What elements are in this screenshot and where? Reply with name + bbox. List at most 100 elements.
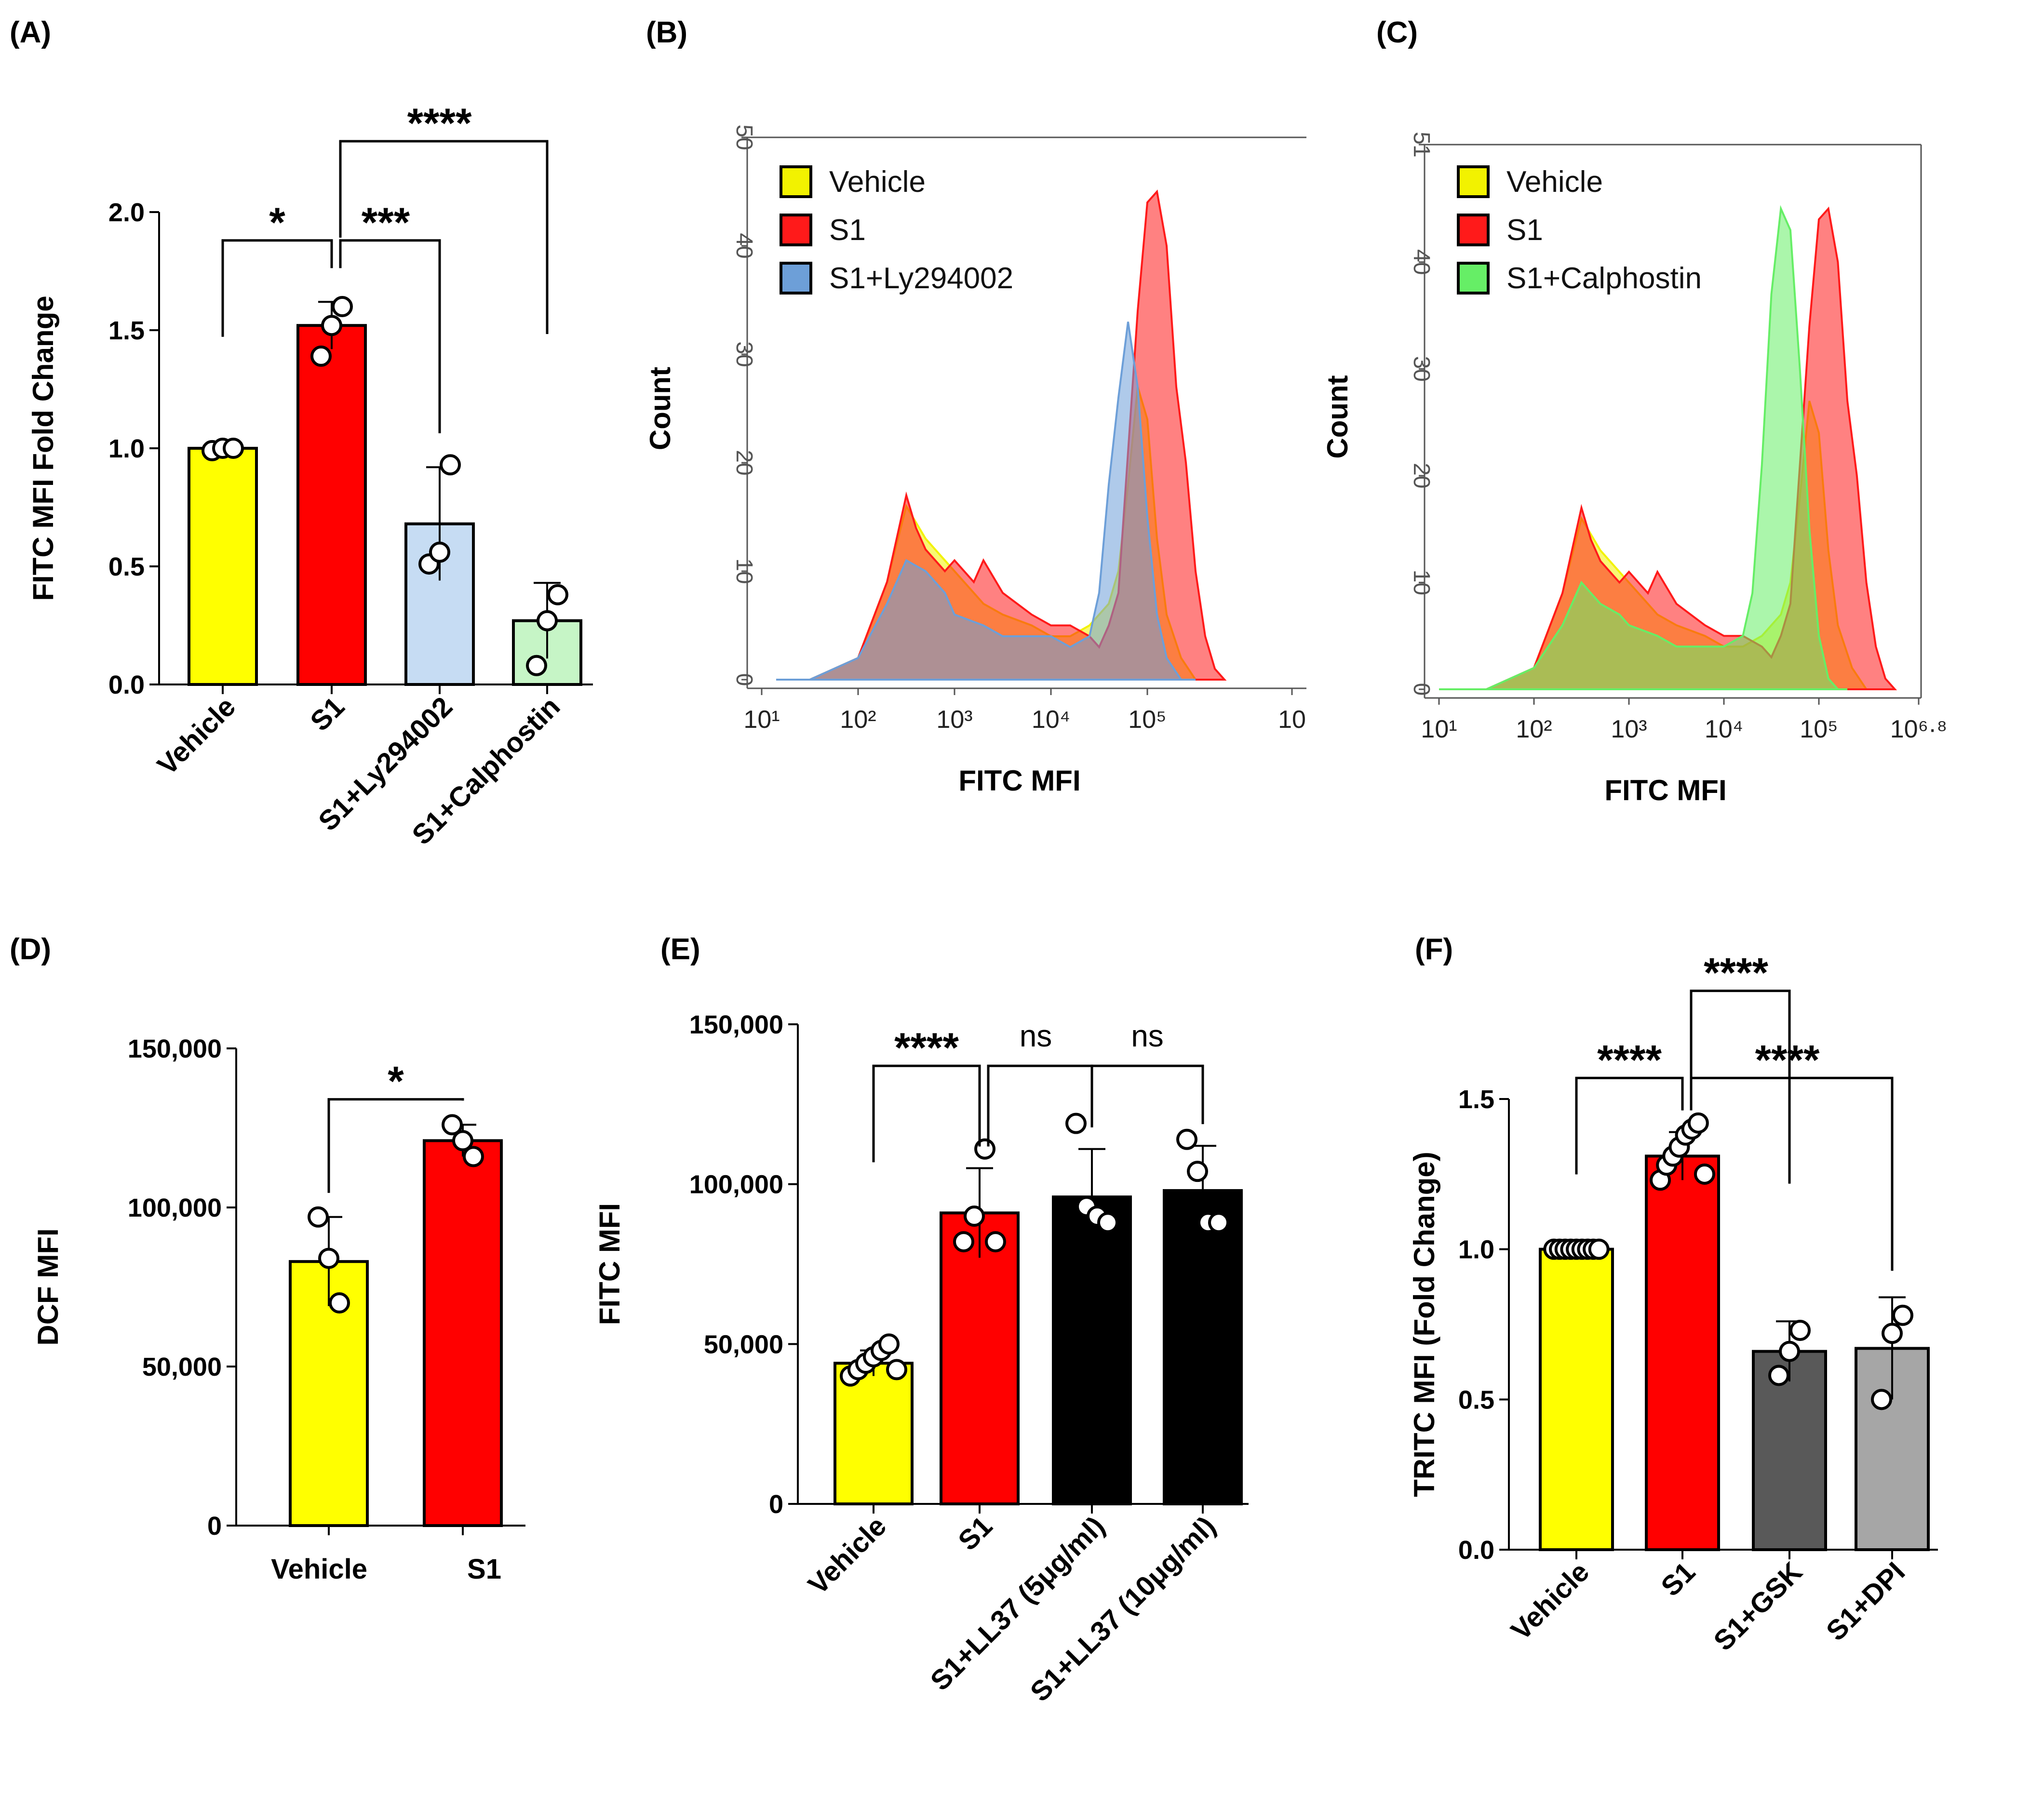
- x-tick-label: S1+DPI: [1820, 1556, 1911, 1647]
- significance-bracket: [339, 140, 549, 334]
- y-tick-label: 50: [731, 124, 757, 150]
- y-axis-title: Count: [1321, 375, 1354, 458]
- x-tick-label: Vehicle: [802, 1510, 892, 1600]
- data-point: [318, 1247, 339, 1269]
- x-tick-label: 10²: [840, 706, 876, 734]
- x-tick-label: S1: [952, 1510, 998, 1556]
- x-axis-title: FITC MFI: [958, 764, 1080, 797]
- x-tick-label: 10³: [1611, 715, 1647, 743]
- y-tick-label: 0.5: [1458, 1385, 1494, 1414]
- legend-swatch: [780, 262, 812, 295]
- y-tick-label: 51: [1409, 132, 1434, 157]
- panel-label-d: (D): [10, 933, 51, 966]
- data-point: [1694, 1163, 1715, 1185]
- x-tick-label: 10: [1278, 706, 1306, 734]
- data-point: [953, 1231, 974, 1253]
- y-axis-title: FITC MFI Fold Change: [27, 295, 59, 601]
- data-point: [1779, 1340, 1800, 1362]
- legend-label: Vehicle: [1506, 165, 1603, 199]
- x-tick-label: S1+LL37 (10μg/ml): [1024, 1510, 1222, 1708]
- significance-bracket: [1690, 1076, 1894, 1271]
- histogram-areas: [776, 189, 1227, 681]
- y-tick-label: 0.0: [108, 670, 145, 699]
- panel-label-f: (F): [1415, 933, 1453, 966]
- bar-1: [940, 1211, 1020, 1506]
- data-point: [1065, 1112, 1087, 1134]
- legend-swatch: [1457, 262, 1490, 295]
- significance-label: ****: [407, 100, 472, 147]
- data-point: [547, 584, 568, 605]
- significance-label: *: [388, 1059, 404, 1105]
- y-tick-label: 0.0: [1458, 1536, 1494, 1565]
- x-tick-label: S1: [467, 1554, 501, 1585]
- y-tick-label: 10: [731, 558, 757, 584]
- y-tick-label: 20: [731, 450, 757, 475]
- panel-label-b: (B): [646, 16, 687, 49]
- data-point: [442, 1114, 463, 1136]
- y-tick-label: 30: [731, 341, 757, 367]
- significance-label: *: [269, 200, 285, 246]
- significance-label: ****: [894, 1025, 959, 1071]
- y-tick-label: 0: [731, 673, 757, 686]
- significance-bracket: [987, 1064, 1093, 1147]
- data-point: [526, 655, 547, 676]
- histogram-s1-calphostin: [1439, 205, 1848, 690]
- legend-swatch: [1457, 214, 1490, 246]
- data-point: [310, 345, 332, 367]
- significance-bracket: [1090, 1064, 1204, 1127]
- bar-0: [1539, 1247, 1614, 1552]
- x-tick-label: Vehicle: [1505, 1556, 1595, 1646]
- x-tick-label: 10¹: [743, 706, 780, 734]
- data-point: [452, 1130, 473, 1152]
- significance-label: ns: [1131, 1019, 1164, 1053]
- y-tick-label: 10: [1409, 570, 1434, 595]
- y-tick-label: 20: [1409, 463, 1434, 488]
- bar-0: [188, 447, 258, 686]
- significance-label: ***: [362, 200, 410, 246]
- x-tick-label: 10³: [936, 706, 972, 734]
- x-tick-label: Vehicle: [151, 691, 242, 781]
- significance-bracket: [1575, 1076, 1684, 1175]
- y-axis-title: DCF MFI: [32, 1228, 64, 1345]
- y-tick-label: 30: [1409, 356, 1434, 382]
- y-axis-title: FITC MFI: [593, 1203, 626, 1325]
- y-tick-label: 0: [769, 1490, 783, 1519]
- x-tick-label: S1+GSK: [1708, 1556, 1808, 1657]
- bar-0: [834, 1362, 914, 1505]
- panel-c-histogram: 0 10 20 30 40 51 10¹ 10² 10³ 10⁴ 10⁵ 10⁶·⁸ FITC MFI C…: [1321, 132, 1947, 806]
- panel-label-c: (C): [1376, 16, 1418, 49]
- data-point: [886, 1359, 907, 1381]
- significance-label: ****: [1597, 1037, 1662, 1083]
- data-point: [1892, 1304, 1913, 1326]
- significance-label: ****: [1704, 950, 1768, 996]
- panel-label-a: (A): [10, 16, 51, 49]
- data-point: [321, 315, 342, 336]
- y-tick-label: 1.0: [1458, 1235, 1494, 1264]
- x-tick-label: 10⁴: [1032, 706, 1070, 734]
- legend-label: S1: [829, 214, 866, 247]
- data-point: [1176, 1128, 1197, 1150]
- y-tick-label: 0: [1409, 683, 1434, 696]
- data-point: [429, 541, 450, 563]
- y-tick-label: 100,000: [128, 1193, 222, 1222]
- significance-bracket: [872, 1064, 981, 1163]
- histogram-areas: [1439, 205, 1897, 690]
- legend-swatch: [780, 165, 812, 198]
- data-point: [964, 1206, 985, 1227]
- y-tick-label: 0: [207, 1512, 222, 1541]
- y-tick-label: 1.5: [108, 316, 145, 345]
- legend-swatch: [1457, 165, 1490, 198]
- y-axis-title: TRITC MFI (Fold Change): [1408, 1152, 1440, 1497]
- x-tick-label: 10⁴: [1705, 715, 1743, 743]
- data-point: [985, 1231, 1006, 1253]
- y-tick-label: 40: [1409, 249, 1434, 275]
- x-tick-label: Vehicle: [271, 1554, 367, 1585]
- data-point: [1871, 1389, 1892, 1410]
- x-tick-label: 10²: [1516, 715, 1552, 743]
- data-point: [1768, 1365, 1789, 1386]
- significance-label: ****: [1755, 1037, 1820, 1083]
- data-point: [329, 1292, 350, 1313]
- data-point: [1588, 1238, 1610, 1260]
- x-tick-label: S1: [1655, 1556, 1701, 1602]
